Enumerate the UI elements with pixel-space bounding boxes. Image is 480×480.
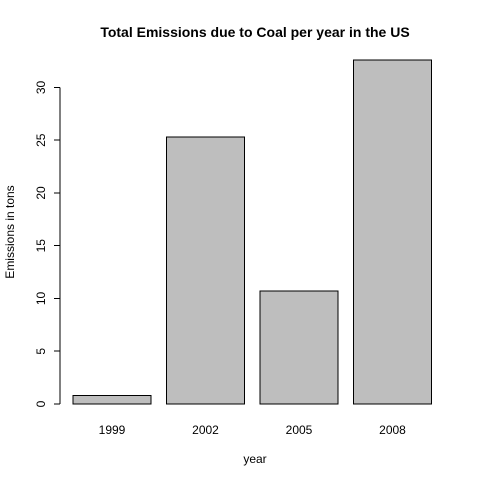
y-tick-label-20: 20 bbox=[34, 186, 48, 200]
x-axis-label: year bbox=[243, 452, 266, 466]
y-axis-label: Emissions in tons bbox=[3, 185, 17, 278]
y-tick-label-10: 10 bbox=[34, 291, 48, 305]
y-axis: 0 5 10 15 20 25 30 bbox=[34, 80, 60, 407]
y-tick-label-15: 15 bbox=[34, 239, 48, 253]
bar-2008 bbox=[354, 60, 432, 404]
bars-layer bbox=[73, 60, 432, 404]
x-category-label-2008: 2008 bbox=[379, 423, 406, 437]
x-category-label-1999: 1999 bbox=[99, 423, 126, 437]
y-tick-label-0: 0 bbox=[34, 400, 48, 407]
y-tick-label-25: 25 bbox=[34, 133, 48, 147]
x-category-label-2005: 2005 bbox=[286, 423, 313, 437]
x-category-label-2002: 2002 bbox=[192, 423, 219, 437]
y-tick-label-5: 5 bbox=[34, 348, 48, 355]
bar-2005 bbox=[260, 291, 338, 404]
bar-2002 bbox=[167, 137, 245, 404]
bar-1999 bbox=[73, 396, 151, 404]
y-tick-label-30: 30 bbox=[34, 80, 48, 94]
chart-title: Total Emissions due to Coal per year in … bbox=[100, 24, 409, 40]
x-category-labels: 1999 2002 2005 2008 bbox=[99, 423, 407, 437]
